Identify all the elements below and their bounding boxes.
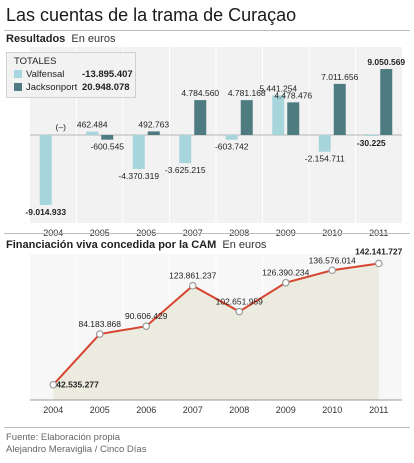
footer-source: Fuente: Elaboración propia	[6, 432, 121, 443]
data-label: 5.441.254	[259, 83, 297, 93]
data-point	[188, 281, 197, 290]
financing-area-chart: 42.535.277 2004 84.183.868 2005 90.606.429 20…	[30, 246, 403, 415]
bar-valfensal	[365, 135, 378, 136]
legend-swatch-valfensal	[14, 70, 22, 78]
data-point	[235, 307, 244, 316]
data-point	[95, 330, 104, 338]
footer-divider	[4, 427, 410, 428]
bar-jacksonport	[101, 135, 114, 140]
bar-jacksonport	[380, 69, 393, 135]
section-divider	[4, 233, 410, 234]
financing-heading: Financiación viva concedida por la CAM E…	[6, 239, 266, 251]
legend-total-jacksonport: 20.948.078	[82, 82, 130, 93]
x-tick-label: 2008	[229, 405, 249, 415]
data-label: 126.390.234	[262, 268, 310, 278]
totals-legend: TOTALES Valfensal -13.895.407 Jacksonport…	[6, 52, 136, 98]
data-point	[142, 322, 151, 331]
data-label: 462.484	[77, 120, 108, 130]
page-title: Las cuentas de la trama de Curaçao	[6, 5, 297, 25]
bar-valfensal	[132, 135, 145, 169]
data-label: 136.576.014	[309, 255, 357, 265]
data-label: 142.141.727	[355, 246, 403, 256]
data-label: 492.763	[138, 119, 169, 129]
data-point	[328, 266, 337, 275]
bar-valfensal	[39, 135, 52, 205]
financing-unit: En euros	[222, 239, 267, 251]
data-label: 4.478.476	[274, 90, 312, 100]
data-label: 4.781.168	[228, 88, 266, 98]
x-tick-label: 2009	[276, 405, 296, 415]
data-label: 7.011.656	[321, 72, 358, 82]
legend-name-valfensal: Valfensal	[26, 69, 65, 80]
x-tick-label: 2007	[183, 405, 203, 415]
legend-title: TOTALES	[14, 56, 57, 67]
bar-jacksonport	[147, 131, 160, 135]
data-point	[49, 380, 58, 389]
data-label: (–)	[56, 122, 67, 132]
series-line	[52, 262, 379, 386]
legend-item-valfensal: Valfensal -13.895.407	[14, 69, 133, 80]
data-label: -600.545	[90, 142, 124, 152]
legend-item-jacksonport: Jacksonport 20.948.078	[14, 82, 130, 93]
bar-jacksonport	[287, 102, 300, 135]
bar-jacksonport	[240, 100, 253, 135]
bar-jacksonport	[333, 83, 346, 135]
data-label: -9.014.933	[25, 207, 66, 217]
title-divider	[4, 30, 410, 31]
data-label: 42.535.277	[56, 380, 99, 390]
bar-valfensal	[272, 95, 285, 135]
x-tick-label: 2004	[43, 405, 63, 415]
x-tick-label: 2010	[322, 405, 342, 415]
results-title: Resultados	[6, 33, 66, 45]
data-point	[374, 259, 383, 268]
data-label: 123.861.237	[169, 271, 217, 281]
results-heading: Resultados En euros	[6, 33, 115, 45]
data-label: 102.651.959	[216, 297, 264, 307]
data-label: -2.154.711	[305, 154, 345, 164]
bar-valfensal	[225, 135, 238, 140]
legend-name-jacksonport: Jacksonport	[26, 82, 78, 93]
data-label: 90.606.429	[125, 311, 168, 321]
data-label: -603.742	[215, 142, 249, 152]
x-tick-label: 2005	[90, 405, 110, 415]
bar-valfensal	[179, 135, 192, 164]
results-unit: En euros	[71, 33, 116, 45]
x-tick-label: 2011	[369, 405, 388, 415]
footer: Fuente: Elaboración propia Alejandro Mer…	[6, 432, 146, 456]
data-label: -30.225	[357, 138, 386, 148]
data-label: 4.784.560	[181, 88, 219, 98]
legend-total-valfensal: -13.895.407	[82, 69, 133, 80]
bar-jacksonport	[194, 100, 207, 135]
data-label: 84.183.868	[78, 319, 121, 329]
bar-valfensal	[86, 131, 99, 135]
financing-title: Financiación viva concedida por la CAM	[6, 239, 217, 251]
legend-swatch-jacksonport	[14, 83, 22, 91]
x-tick-label: 2006	[136, 405, 156, 415]
data-label: -3.625.215	[165, 165, 206, 175]
bar-valfensal	[318, 135, 331, 152]
data-point	[281, 278, 290, 287]
data-label: 9.050.569	[367, 57, 405, 67]
footer-credit: Alejandro Meraviglia / Cinco Días	[6, 444, 147, 455]
data-label: -4.370.319	[118, 171, 159, 181]
area-fill	[53, 263, 379, 400]
